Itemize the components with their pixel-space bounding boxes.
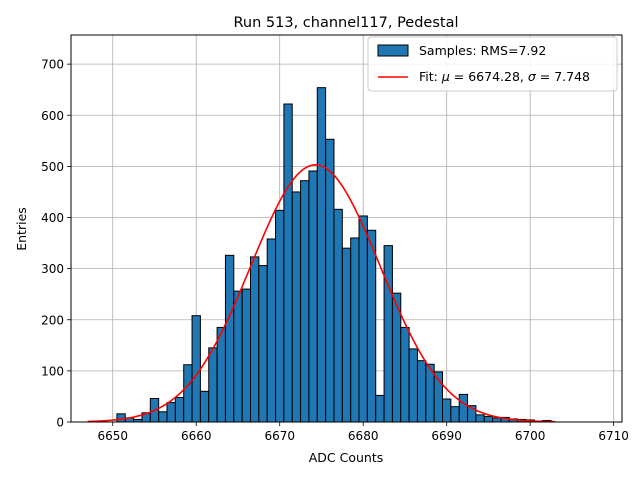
histogram-bar <box>341 247 352 423</box>
histogram-bar <box>275 209 285 423</box>
histogram-bar <box>158 411 168 423</box>
histogram-bar <box>300 180 310 423</box>
y-tick-label: 500 <box>41 160 64 174</box>
histogram-bar <box>224 254 235 423</box>
legend-label-fit: Fit: μ = 6674.28, σ = 7.748 <box>419 69 590 84</box>
histogram-bar <box>475 414 485 423</box>
y-tick-label: 300 <box>41 262 64 276</box>
legend: Samples: RMS=7.92 Fit: μ = 6674.28, σ = … <box>367 36 618 92</box>
histogram-bar <box>458 393 469 423</box>
y-tick-label: 600 <box>41 109 64 123</box>
plot-frame <box>70 34 623 423</box>
x-tick-label: 6680 <box>348 429 379 443</box>
histogram-bar <box>199 390 210 423</box>
y-axis-label: Entries <box>14 207 29 251</box>
histogram-bar <box>291 191 302 423</box>
histogram-bar <box>383 245 393 423</box>
histogram-bar <box>316 87 327 423</box>
histogram-bar <box>483 415 494 423</box>
x-tick-label: 6710 <box>598 429 629 443</box>
histogram-bar <box>350 237 360 423</box>
legend-label-samples: Samples: RMS=7.92 <box>419 43 546 58</box>
histogram-bar <box>258 265 268 423</box>
histogram-bar <box>333 208 343 423</box>
x-tick-label: 6650 <box>97 429 128 443</box>
histogram-bar <box>191 315 201 423</box>
x-axis-label: ADC Counts <box>309 450 384 465</box>
y-tick-label: 0 <box>56 416 64 430</box>
fit-curve <box>87 164 556 423</box>
histogram-bar <box>116 413 126 423</box>
histogram-bar <box>308 170 318 423</box>
histogram-bar <box>183 364 193 423</box>
histogram-bar <box>375 394 385 423</box>
histogram-bar <box>166 402 176 423</box>
y-axis-ticks: 0 100 200 300 400 500 600 700 <box>41 58 71 430</box>
legend-box <box>367 36 618 92</box>
histogram-bar <box>366 229 377 423</box>
y-tick-label: 700 <box>41 58 64 72</box>
histogram-bar <box>492 417 502 423</box>
histogram-bar <box>266 238 277 423</box>
x-tick-label: 6660 <box>181 429 212 443</box>
histogram-bar <box>400 326 410 423</box>
histogram-bar <box>442 398 452 423</box>
histogram-bar <box>208 347 218 423</box>
histogram-bar <box>249 256 260 423</box>
y-tick-label: 200 <box>41 313 64 327</box>
histogram-bar <box>358 215 368 423</box>
y-tick-label: 400 <box>41 211 64 225</box>
histogram-bar <box>283 103 293 423</box>
x-tick-label: 6700 <box>515 429 546 443</box>
histogram-bar <box>241 288 251 423</box>
histogram-bar <box>174 396 185 423</box>
x-axis-ticks: 6650 6660 6670 6680 6690 6700 6710 <box>97 422 629 443</box>
histogram-bar <box>216 326 226 423</box>
chart-title: Run 513, channel117, Pedestal <box>233 15 458 31</box>
histogram-bar <box>325 138 335 423</box>
legend-bar-swatch <box>377 44 409 57</box>
histogram-bar <box>450 406 460 423</box>
histogram-bar <box>416 360 427 423</box>
histogram-bar <box>408 348 418 423</box>
x-tick-label: 6670 <box>264 429 295 443</box>
histogram-bar <box>233 290 243 423</box>
x-tick-label: 6690 <box>431 429 462 443</box>
y-tick-label: 100 <box>41 364 64 378</box>
